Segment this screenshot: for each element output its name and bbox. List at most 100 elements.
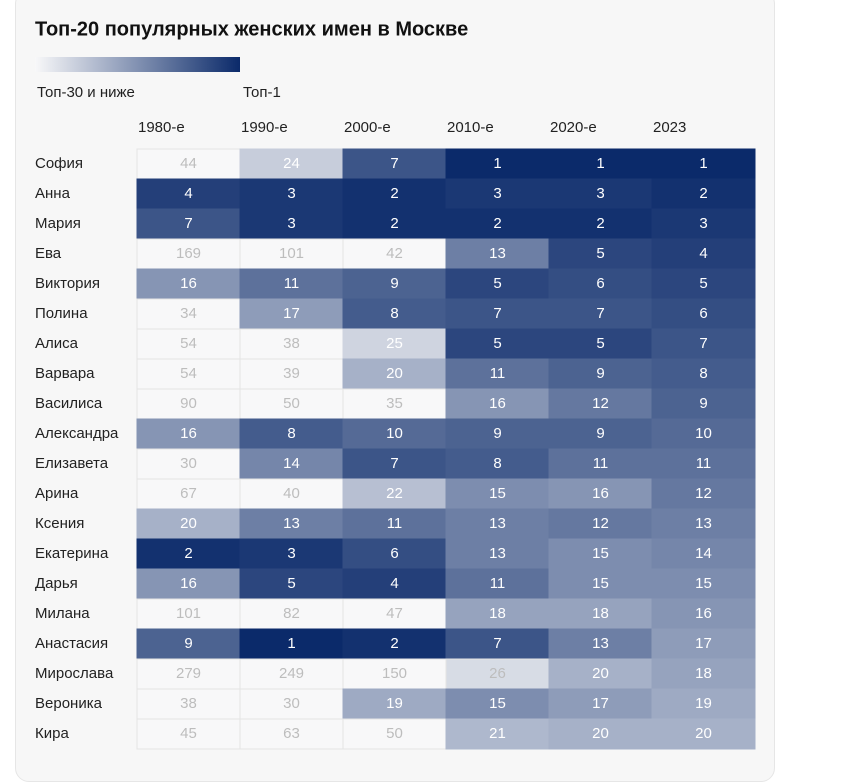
heatmap-cell: [445, 568, 550, 600]
column-header: 1980-е: [138, 119, 185, 136]
row-label: Алиса: [35, 335, 79, 352]
heatmap-cell: [342, 418, 447, 450]
cell-value: 44: [180, 155, 197, 172]
cell-value: 11: [490, 365, 506, 382]
heatmap-cell: [445, 598, 550, 630]
heatmap-cell: [548, 598, 653, 630]
heatmap-cell: [136, 298, 241, 330]
heatmap-cell: [548, 688, 653, 720]
heatmap-cell: [136, 328, 241, 360]
cell-value: 50: [386, 725, 403, 742]
cell-value: 21: [489, 725, 506, 742]
cell-value: 45: [180, 725, 197, 742]
heatmap-cell: [651, 598, 756, 630]
heatmap-cell: [651, 688, 756, 720]
heatmap-cell: [548, 268, 653, 300]
heatmap-cell: [136, 568, 241, 600]
heatmap-cell: [136, 688, 241, 720]
cell-value: 18: [592, 605, 609, 622]
cell-value: 2: [699, 185, 707, 202]
cell-value: 54: [180, 365, 197, 382]
heatmap-cell: [548, 358, 653, 390]
cell-value: 2: [390, 635, 398, 652]
cell-value: 2: [184, 545, 192, 562]
heatmap-cell: [651, 178, 756, 210]
row-label: Дарья: [35, 575, 78, 592]
cell-value: 11: [696, 455, 712, 472]
heatmap-cell: [239, 478, 344, 510]
cell-value: 2: [596, 215, 604, 232]
row-label: Арина: [35, 485, 79, 502]
cell-value: 9: [596, 425, 604, 442]
cell-value: 15: [592, 545, 609, 562]
cell-value: 3: [287, 185, 295, 202]
cell-value: 30: [180, 455, 197, 472]
heatmap-cell: [651, 388, 756, 420]
cell-value: 20: [180, 515, 197, 532]
cell-value: 10: [386, 425, 403, 442]
heatmap-cell: [651, 358, 756, 390]
heatmap-cell: [445, 148, 550, 180]
cell-value: 13: [592, 635, 609, 652]
row-label: Ксения: [35, 515, 84, 532]
heatmap-cell: [342, 148, 447, 180]
cell-value: 50: [283, 395, 300, 412]
cell-value: 4: [184, 185, 192, 202]
cell-value: 3: [493, 185, 501, 202]
cell-value: 5: [493, 275, 501, 292]
heatmap-cell: [136, 478, 241, 510]
heatmap-cell: [342, 598, 447, 630]
heatmap-cell: [445, 418, 550, 450]
cell-value: 7: [699, 335, 707, 352]
cell-value: 5: [596, 335, 604, 352]
cell-value: 16: [592, 485, 609, 502]
cell-value: 7: [390, 455, 398, 472]
cell-value: 14: [283, 455, 300, 472]
cell-value: 1: [287, 635, 295, 652]
heatmap-cell: [239, 448, 344, 480]
chart-title: Топ-20 популярных женских имен в Москве: [35, 18, 468, 40]
heatmap-cell: [445, 298, 550, 330]
row-label: Мирослава: [35, 665, 114, 682]
cell-value: 40: [283, 485, 300, 502]
cell-value: 20: [386, 365, 403, 382]
heatmap-cell: [342, 718, 447, 750]
heatmap-cell: [342, 658, 447, 690]
heatmap-cell: [136, 658, 241, 690]
row-label: Полина: [35, 305, 88, 322]
cell-value: 5: [699, 275, 707, 292]
cell-value: 42: [386, 245, 403, 262]
heatmap-cell: [651, 718, 756, 750]
cell-value: 5: [287, 575, 295, 592]
heatmap-cell: [651, 418, 756, 450]
row-label: Милана: [35, 605, 90, 622]
row-label: Анна: [35, 185, 71, 202]
cell-value: 63: [283, 725, 300, 742]
heatmap-cell: [342, 478, 447, 510]
heatmap-cell: [136, 718, 241, 750]
heatmap-cell: [445, 328, 550, 360]
heatmap-cell: [548, 718, 653, 750]
heatmap-cell: [136, 538, 241, 570]
heatmap-cell: [136, 628, 241, 660]
cell-value: 16: [180, 275, 197, 292]
cell-value: 1: [596, 155, 604, 172]
cell-value: 13: [695, 515, 712, 532]
heatmap-cell: [136, 598, 241, 630]
cell-value: 9: [596, 365, 604, 382]
heatmap-cell: [445, 688, 550, 720]
heatmap-cell: [548, 178, 653, 210]
cell-value: 15: [489, 485, 506, 502]
heatmap-cell: [548, 628, 653, 660]
heatmap-cell: [548, 388, 653, 420]
cell-value: 54: [180, 335, 197, 352]
cell-value: 150: [382, 665, 407, 682]
row-label: София: [35, 155, 83, 172]
cell-value: 3: [596, 185, 604, 202]
cell-value: 279: [176, 665, 201, 682]
cell-value: 34: [180, 305, 197, 322]
row-label: Мария: [35, 215, 81, 232]
row-label: Екатерина: [35, 545, 109, 562]
cell-value: 8: [390, 305, 398, 322]
heatmap-cell: [239, 718, 344, 750]
